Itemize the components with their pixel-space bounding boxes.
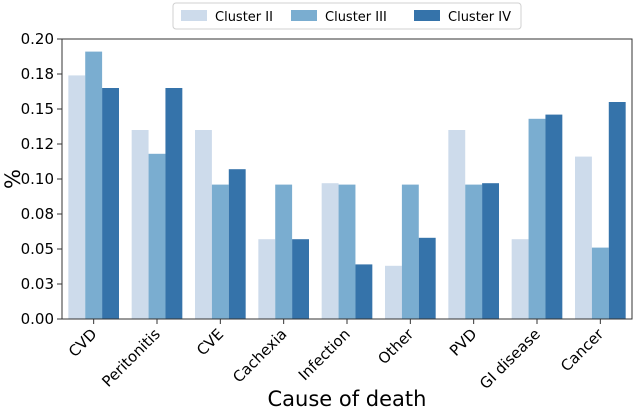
legend-swatch-cluster-iii bbox=[291, 10, 317, 21]
y-tick-label: 0.18 bbox=[21, 65, 54, 83]
bar-cluster-iii bbox=[148, 153, 166, 319]
bar-cluster-iv bbox=[418, 237, 436, 319]
y-tick-label: 0.05 bbox=[21, 240, 54, 258]
x-tick-label: Cachexia bbox=[229, 325, 290, 386]
x-tick-label: Cancer bbox=[557, 325, 608, 376]
bar-cluster-iii bbox=[465, 184, 483, 319]
bar-cluster-iv bbox=[608, 102, 626, 319]
bar-cluster-ii bbox=[575, 156, 592, 319]
bar-cluster-iii bbox=[85, 51, 103, 319]
legend: Cluster II Cluster III Cluster IV bbox=[172, 2, 522, 30]
legend-frame bbox=[172, 2, 522, 30]
x-tick-label: GI disease bbox=[476, 325, 544, 393]
bar-cluster-iii bbox=[338, 184, 356, 319]
y-tick-label: 0.00 bbox=[21, 310, 54, 328]
legend-label-cluster-ii: Cluster II bbox=[215, 10, 273, 25]
bar-cluster-iv bbox=[228, 169, 246, 319]
legend-swatch-cluster-iv bbox=[414, 10, 440, 21]
y-tick-label: 0.20 bbox=[21, 30, 54, 48]
bar-cluster-iv bbox=[165, 88, 183, 319]
x-tick-label: Infection bbox=[295, 325, 354, 384]
bar-cluster-iii bbox=[401, 184, 419, 319]
y-tick-label: 0.15 bbox=[21, 100, 54, 118]
x-axis-label: Cause of death bbox=[268, 387, 427, 411]
bar-cluster-ii bbox=[321, 183, 339, 319]
bar-cluster-iii bbox=[528, 118, 546, 319]
x-tick-label: Peritonitis bbox=[98, 325, 164, 391]
bar-cluster-iv bbox=[355, 264, 373, 319]
bar-cluster-ii bbox=[68, 75, 86, 320]
bar-cluster-iv bbox=[482, 183, 499, 319]
y-tick-label: 0.10 bbox=[21, 170, 54, 188]
legend-label-cluster-iii: Cluster III bbox=[325, 10, 387, 25]
legend-label-cluster-iv: Cluster IV bbox=[448, 10, 511, 25]
bar-cluster-iv bbox=[545, 114, 563, 319]
y-tick-label: 0.08 bbox=[21, 205, 54, 223]
x-tick-label: Other bbox=[374, 325, 417, 368]
bar-cluster-ii bbox=[195, 130, 212, 319]
bars-group bbox=[68, 51, 626, 320]
x-tick-label: PVD bbox=[446, 325, 481, 360]
bar-cluster-ii bbox=[131, 130, 149, 319]
bar-cluster-iv bbox=[102, 88, 119, 319]
x-tick-label: CVE bbox=[193, 325, 227, 359]
y-tick-label: 0.03 bbox=[21, 275, 54, 293]
bar-cluster-iii bbox=[591, 247, 609, 319]
bar-cluster-iii bbox=[275, 184, 293, 319]
y-axis-label: % bbox=[1, 169, 25, 189]
bar-cluster-iv bbox=[292, 239, 309, 319]
bar-cluster-ii bbox=[258, 239, 276, 319]
bar-cluster-ii bbox=[448, 130, 466, 319]
bar-cluster-ii bbox=[511, 239, 529, 319]
bar-cluster-iii bbox=[211, 184, 229, 319]
y-tick-label: 0.12 bbox=[21, 135, 54, 153]
legend-swatch-cluster-ii bbox=[181, 10, 207, 21]
x-tick-label: CVD bbox=[65, 325, 101, 361]
y-axis: 0.00 0.03 0.05 0.08 0.10 0.12 0.15 0.18 0.20 bbox=[21, 30, 62, 328]
bar-cluster-ii bbox=[385, 265, 402, 319]
